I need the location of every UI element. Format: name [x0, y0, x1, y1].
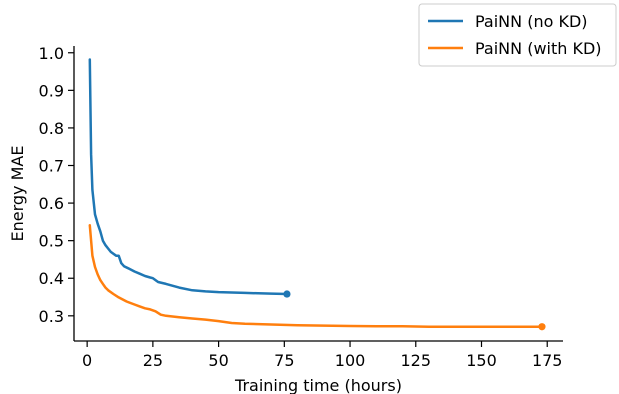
y-tick-label: 0.9 — [39, 81, 64, 100]
y-tick-label: 0.4 — [39, 269, 64, 288]
series-line-0 — [88, 58, 289, 296]
x-tick-label: 100 — [335, 351, 366, 370]
series-end-marker-0 — [283, 290, 291, 298]
series-line-1 — [88, 224, 544, 328]
plot-lines — [88, 58, 544, 328]
legend: PaiNN (no KD) PaiNN (with KD) — [418, 3, 617, 67]
x-axis-ticks: 0 25 50 75 100 125 150 175 — [82, 341, 562, 370]
y-tick-label: 0.3 — [39, 307, 64, 326]
y-axis-ticks: 0.3 0.4 0.5 0.6 0.7 0.8 0.9 1.0 — [39, 44, 74, 326]
legend-label-painn-with-kd: PaiNN (with KD) — [475, 39, 602, 58]
y-axis-label: Energy MAE — [8, 146, 27, 242]
x-tick-label: 25 — [143, 351, 163, 370]
end-markers — [283, 290, 546, 331]
y-tick-label: 0.7 — [39, 157, 64, 176]
y-tick-label: 0.6 — [39, 194, 64, 213]
legend-box — [418, 3, 617, 67]
series-end-marker-1 — [538, 323, 546, 331]
x-tick-label: 175 — [532, 351, 563, 370]
x-tick-label: 50 — [208, 351, 228, 370]
x-axis-label: Training time (hours) — [234, 376, 402, 394]
y-tick-label: 0.5 — [39, 232, 64, 251]
x-tick-label: 75 — [274, 351, 294, 370]
x-tick-label: 150 — [466, 351, 497, 370]
y-tick-label: 0.8 — [39, 119, 64, 138]
x-tick-label: 125 — [401, 351, 432, 370]
legend-label-painn-no-kd: PaiNN (no KD) — [475, 12, 588, 31]
y-tick-label: 1.0 — [39, 44, 64, 63]
x-tick-label: 0 — [82, 351, 92, 370]
